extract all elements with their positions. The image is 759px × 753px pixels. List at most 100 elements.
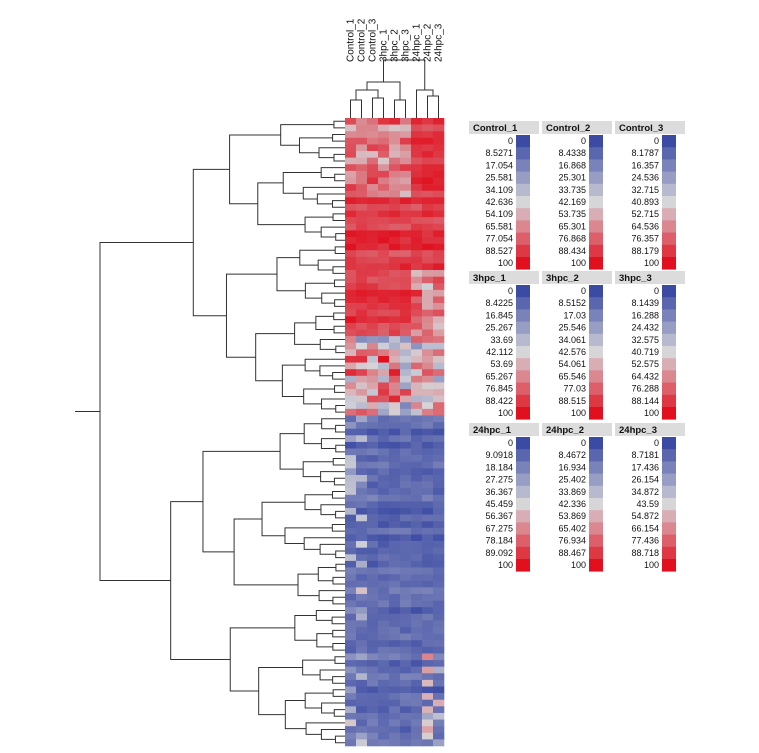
heatmap-cell xyxy=(433,593,445,601)
heatmap-cell xyxy=(422,541,434,548)
heatmap-cell xyxy=(356,633,368,641)
heatmap-cell xyxy=(367,197,379,205)
heatmap-cell xyxy=(345,184,357,192)
row-dendrogram-link xyxy=(333,477,345,486)
legend-swatch xyxy=(589,546,603,560)
heatmap-cell xyxy=(356,151,368,158)
heatmap-cell xyxy=(378,607,390,615)
row-dendrogram-link xyxy=(303,388,335,405)
heatmap-cell xyxy=(422,600,434,608)
heatmap-cell xyxy=(389,653,401,661)
heatmap-cell xyxy=(345,481,357,489)
heatmap-cell xyxy=(356,223,368,231)
legend-tick-label: 8.4672 xyxy=(558,450,586,460)
heatmap-cell xyxy=(433,230,445,238)
row-dendrogram-link xyxy=(258,667,303,716)
heatmap-cell xyxy=(356,508,368,515)
heatmap-cell xyxy=(411,250,423,258)
legend-tick-label: 17.054 xyxy=(485,160,513,170)
heatmap-cell xyxy=(345,329,357,337)
row-dendrogram-link xyxy=(305,722,345,735)
legend-tick-label: 88.527 xyxy=(485,246,513,256)
heatmap-cell xyxy=(400,620,412,628)
legend-swatch xyxy=(589,309,603,322)
legend-swatch xyxy=(662,485,676,499)
heatmap-cell xyxy=(345,369,357,377)
heatmap-cell xyxy=(400,210,412,218)
heatmap-cell xyxy=(389,428,401,436)
heatmap-cell xyxy=(400,726,412,734)
row-dendrogram-link xyxy=(202,450,281,553)
legend-tick-label: 0 xyxy=(581,286,586,296)
legend-tick-label: 65.267 xyxy=(485,371,513,381)
heatmap-cell xyxy=(433,699,445,707)
heatmap-cell xyxy=(422,640,434,648)
legend-swatch xyxy=(662,461,676,474)
row-dendrogram-link xyxy=(279,433,305,470)
heatmap-cell xyxy=(400,217,412,225)
heatmap-cell xyxy=(422,118,434,125)
heatmap-cell xyxy=(345,521,357,529)
heatmap-cell xyxy=(378,362,390,370)
column-dendrogram-link xyxy=(350,99,362,118)
heatmap-cell xyxy=(356,441,368,449)
heatmap-cell xyxy=(400,349,412,357)
heatmap-cell xyxy=(356,719,368,727)
heatmap-cell xyxy=(356,236,368,244)
heatmap-cell xyxy=(389,574,401,582)
heatmap-cell xyxy=(367,593,379,601)
legend-tick-label: 16.288 xyxy=(631,310,659,320)
heatmap-cell xyxy=(422,468,434,476)
heatmap-cell xyxy=(400,137,412,145)
heatmap-cell xyxy=(345,574,357,582)
legend-tick-label: 42.169 xyxy=(558,197,586,207)
heatmap-cell xyxy=(389,646,401,654)
heatmap-cell xyxy=(345,448,357,456)
heatmap-cell xyxy=(389,627,401,634)
row-dendrogram-link xyxy=(321,702,345,714)
heatmap-cell xyxy=(400,501,412,509)
heatmap-cell xyxy=(378,170,390,178)
heatmap-cell xyxy=(433,712,445,720)
heatmap-cell xyxy=(389,223,401,231)
heatmap-cell xyxy=(367,316,379,324)
heatmap-cell xyxy=(422,587,434,595)
heatmap-cell xyxy=(411,296,423,304)
heatmap-cell xyxy=(411,653,423,661)
legend-tick-label: 36.367 xyxy=(485,487,513,497)
heatmap-cell xyxy=(389,547,401,555)
legend-tick-label: 25.267 xyxy=(485,323,513,333)
heatmap-cell xyxy=(345,455,357,463)
legend-tick-label: 34.872 xyxy=(631,487,659,497)
heatmap-cell xyxy=(367,250,379,258)
heatmap-cell xyxy=(367,481,379,489)
row-dendrogram-link xyxy=(303,423,322,445)
heatmap-cell xyxy=(378,223,390,231)
row-dendrogram-link xyxy=(276,257,306,292)
heatmap-cell xyxy=(356,118,368,125)
row-dendrogram-link xyxy=(317,567,336,582)
heatmap-cell xyxy=(356,666,368,674)
heatmap-cell xyxy=(400,534,412,542)
heatmap-cell xyxy=(433,256,445,264)
heatmap-cell xyxy=(422,217,434,225)
heatmap-cell xyxy=(367,501,379,509)
heatmap-cell xyxy=(422,369,434,377)
heatmap-cell xyxy=(345,131,357,139)
row-dendrogram-link xyxy=(280,124,334,146)
row-dendrogram-link xyxy=(261,501,305,537)
heatmap-cell xyxy=(367,600,379,608)
heatmap-cell xyxy=(356,177,368,185)
heatmap-cell xyxy=(433,494,445,502)
row-dendrogram-link xyxy=(332,629,345,638)
heatmap-cell xyxy=(356,415,368,423)
heatmap-cell xyxy=(389,580,401,588)
heatmap-cell xyxy=(389,686,401,694)
heatmap-cell xyxy=(400,560,412,568)
heatmap-cell xyxy=(400,402,412,410)
heatmap-cell xyxy=(400,494,412,502)
heatmap-cell xyxy=(345,660,357,667)
heatmap-cell xyxy=(411,567,423,575)
heatmap-cell xyxy=(411,402,423,410)
heatmap-cell xyxy=(400,574,412,582)
